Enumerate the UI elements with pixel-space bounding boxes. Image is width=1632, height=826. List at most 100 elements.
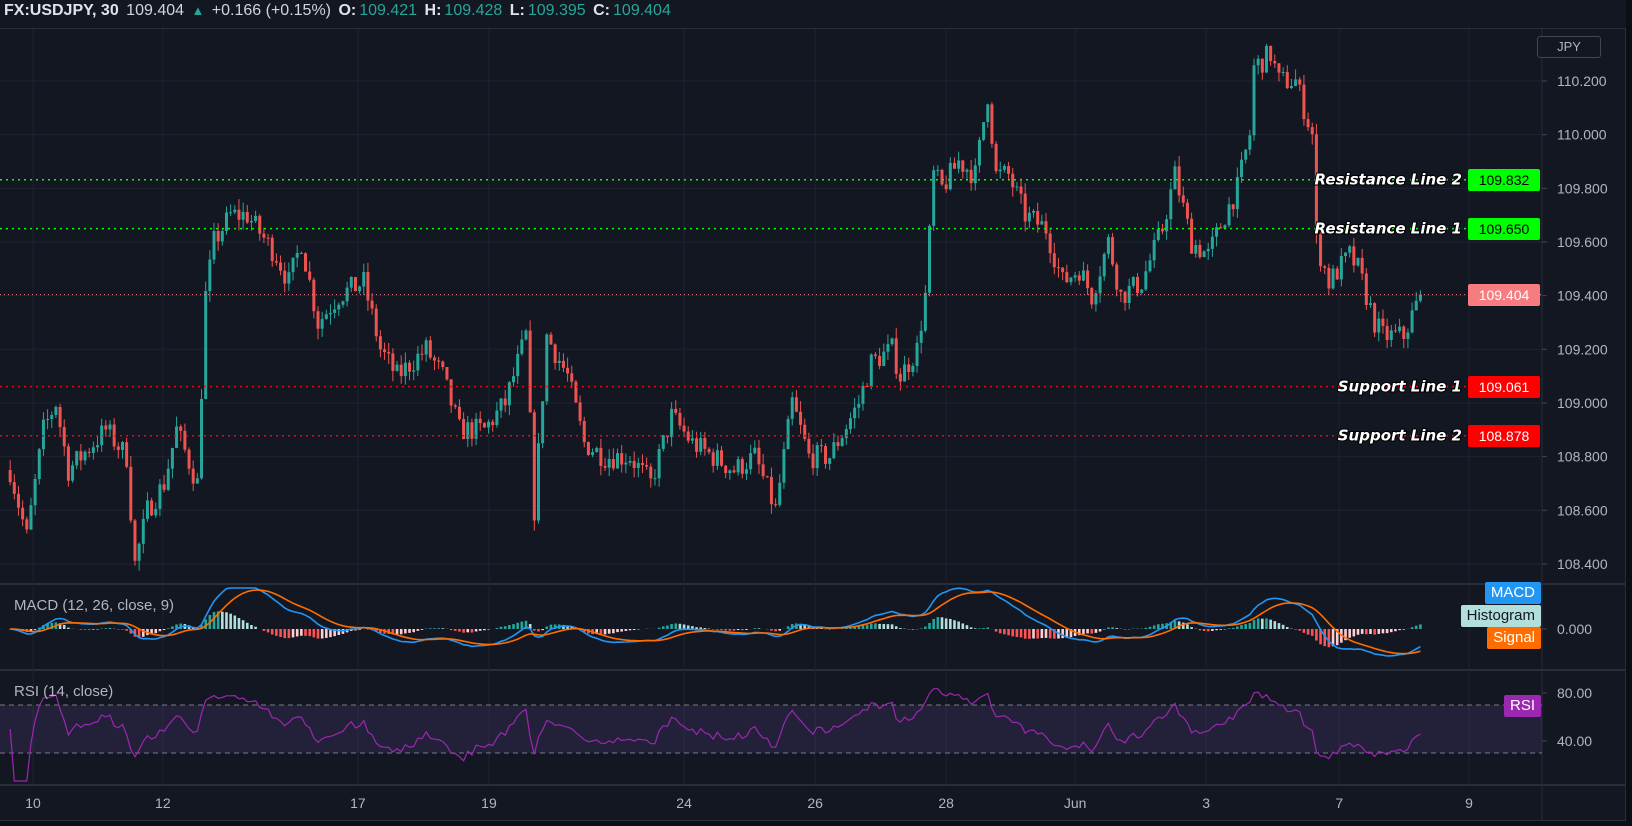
candle-body xyxy=(919,330,923,343)
histogram-bar xyxy=(79,629,83,630)
level-annotation: Resistance Line 1 xyxy=(1315,220,1462,238)
candle-body xyxy=(1040,221,1044,225)
histogram-bar xyxy=(1152,625,1156,629)
candle-body xyxy=(83,451,87,461)
candle-body xyxy=(1206,248,1210,252)
candle-body xyxy=(1356,257,1360,266)
candle-body xyxy=(628,461,632,463)
candle-body xyxy=(1069,277,1073,283)
candle-body xyxy=(320,318,324,329)
candle-body xyxy=(578,402,582,421)
candle-body xyxy=(1256,58,1260,66)
histogram-bar xyxy=(508,624,511,629)
candle-body xyxy=(865,385,869,387)
low-value: 109.395 xyxy=(527,2,586,19)
histogram-bar xyxy=(225,612,228,629)
candle-body xyxy=(1202,251,1206,258)
candle-body xyxy=(170,447,174,469)
candle-body xyxy=(1144,271,1148,290)
histogram-bar xyxy=(969,627,973,629)
histogram-bar xyxy=(1252,620,1256,629)
histogram-bar xyxy=(1398,629,1401,631)
histogram-bar xyxy=(1198,629,1202,631)
candle-body xyxy=(249,220,253,223)
candle-body xyxy=(1131,276,1135,286)
histogram-bar xyxy=(29,629,33,632)
candle-body xyxy=(437,360,441,362)
histogram-bar xyxy=(320,629,324,639)
histogram-bar xyxy=(1094,629,1098,633)
candle-body xyxy=(1398,326,1402,331)
histogram-bar xyxy=(1310,629,1314,636)
candle-body xyxy=(994,143,998,172)
candle-body xyxy=(482,423,486,428)
low-label: L: xyxy=(509,2,525,19)
candle-body xyxy=(108,424,112,430)
candle-body xyxy=(308,271,312,280)
candle-body xyxy=(894,338,898,374)
histogram-bar xyxy=(1148,626,1152,629)
histogram-bar xyxy=(728,629,732,631)
histogram-bar xyxy=(1323,629,1327,647)
histogram-bar xyxy=(1302,629,1306,633)
histogram-bar xyxy=(175,624,178,629)
histogram-bar xyxy=(1177,621,1181,629)
candle-body xyxy=(104,425,108,430)
candle-body xyxy=(761,464,765,477)
time-tick-label: 12 xyxy=(155,795,171,811)
histogram-bar xyxy=(92,629,95,630)
candle-body xyxy=(1306,119,1310,128)
candle-body xyxy=(370,300,374,309)
candle-body xyxy=(1065,272,1069,283)
histogram-bar xyxy=(1219,629,1223,630)
candle-body xyxy=(744,469,748,474)
candle-body xyxy=(237,209,241,220)
histogram-bar xyxy=(1173,620,1177,629)
candle-body xyxy=(1393,330,1397,332)
candle-body xyxy=(1044,221,1048,234)
histogram-bar xyxy=(1227,628,1231,629)
candle-body xyxy=(944,184,948,190)
histogram-bar xyxy=(612,629,615,634)
candle-body xyxy=(233,209,237,213)
candle-body xyxy=(100,425,104,446)
candle-body xyxy=(657,448,661,479)
histogram-bar xyxy=(312,629,316,638)
histogram-bar xyxy=(1294,629,1297,630)
candle-body xyxy=(16,493,20,508)
histogram-bar xyxy=(911,629,915,630)
candle-body xyxy=(940,169,944,185)
histogram-bar xyxy=(899,628,902,629)
histogram-bar xyxy=(466,629,470,633)
macd-title[interactable]: MACD (12, 26, close, 9) xyxy=(14,597,175,614)
candle-body xyxy=(532,412,536,521)
close-value: 109.404 xyxy=(613,2,671,19)
histogram-bar xyxy=(516,622,519,629)
close-label: C: xyxy=(593,2,611,19)
candle-body xyxy=(179,426,183,431)
candle-body xyxy=(287,272,291,284)
candle-body xyxy=(599,447,603,466)
candle-body xyxy=(832,442,836,459)
symbol-interval[interactable]: FX:USDJPY, 30 xyxy=(4,2,119,19)
candle-body xyxy=(836,442,840,446)
histogram-bar xyxy=(603,629,607,635)
histogram-bar xyxy=(1098,629,1102,632)
candle-body xyxy=(932,170,936,226)
currency-button[interactable]: JPY xyxy=(1537,36,1601,58)
candle-body xyxy=(1177,166,1181,196)
candle-body xyxy=(1414,300,1418,311)
histogram-bar xyxy=(1389,629,1393,633)
rsi-title[interactable]: RSI (14, close) xyxy=(14,683,114,700)
histogram-bar xyxy=(237,618,241,629)
candle-body xyxy=(1418,294,1422,301)
histogram-bar xyxy=(657,627,661,629)
candle-body xyxy=(150,500,154,516)
histogram-bar xyxy=(158,629,162,632)
histogram-bar xyxy=(599,629,603,635)
histogram-bar xyxy=(67,627,70,629)
candle-body xyxy=(212,231,216,260)
histogram-bar xyxy=(928,622,931,629)
candle-body xyxy=(848,418,852,430)
